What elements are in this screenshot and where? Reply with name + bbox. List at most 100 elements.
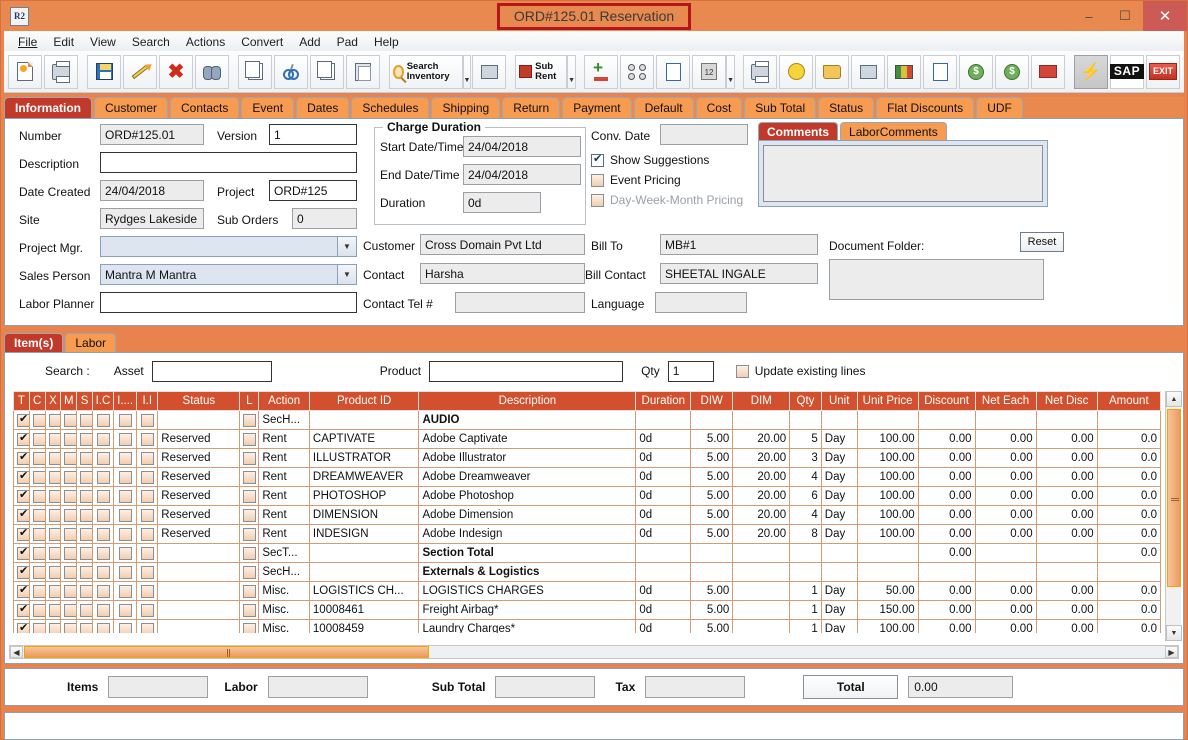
cell-unit[interactable]: Day bbox=[820, 486, 858, 506]
row-select-checkbox-cell[interactable] bbox=[13, 505, 30, 525]
l-checkbox[interactable] bbox=[243, 603, 257, 617]
row-flag-checkbox[interactable] bbox=[32, 489, 45, 503]
cell-product-id[interactable]: CAPTIVATE bbox=[308, 429, 420, 449]
cell-dim[interactable] bbox=[732, 543, 791, 563]
cell-dim[interactable]: 20.00 bbox=[732, 486, 791, 506]
row-flag-checkbox-cell[interactable] bbox=[60, 581, 78, 601]
cell-diw[interactable]: 5.00 bbox=[690, 505, 734, 525]
row-flag-checkbox[interactable] bbox=[96, 451, 110, 465]
edit-button[interactable] bbox=[123, 54, 157, 89]
cell-qty[interactable]: 4 bbox=[789, 505, 822, 525]
col-product-id[interactable]: Product ID bbox=[308, 391, 420, 411]
row-flag-checkbox-cell[interactable] bbox=[60, 448, 78, 468]
shapes-button[interactable] bbox=[472, 54, 507, 89]
cell-net-disc[interactable]: 0.00 bbox=[1035, 486, 1098, 506]
sales-person-field[interactable]: Mantra M Mantra bbox=[100, 264, 338, 285]
row-flag-checkbox-cell[interactable] bbox=[136, 543, 159, 563]
cell-product-id[interactable]: DIMENSION bbox=[308, 505, 420, 525]
row-flag-checkbox-cell[interactable] bbox=[60, 505, 78, 525]
row-flag-checkbox-cell[interactable] bbox=[76, 410, 93, 430]
row-flag-checkbox-cell[interactable] bbox=[60, 486, 78, 506]
start-date-field[interactable]: 24/04/2018 bbox=[463, 136, 581, 157]
cell-amount[interactable]: 0.0 bbox=[1096, 467, 1161, 487]
tab-status[interactable]: Status bbox=[818, 97, 875, 118]
row-flag-checkbox[interactable] bbox=[96, 546, 110, 560]
payment-button[interactable]: $ bbox=[995, 54, 1029, 89]
row-flag-checkbox[interactable] bbox=[80, 527, 92, 541]
calendar-dropdown-arrow[interactable]: ▼ bbox=[726, 54, 735, 89]
cell-net-each[interactable] bbox=[974, 562, 1037, 582]
search-inventory-button[interactable]: Search Inventory bbox=[389, 54, 463, 89]
row-flag-checkbox[interactable] bbox=[48, 413, 60, 427]
cell-net-each[interactable]: 0.00 bbox=[974, 619, 1037, 633]
scroll-down-button[interactable]: ▼ bbox=[1166, 625, 1182, 641]
row-flag-checkbox[interactable] bbox=[32, 432, 45, 446]
cell-diw[interactable]: 5.00 bbox=[690, 467, 734, 487]
row-flag-checkbox-cell[interactable] bbox=[60, 600, 78, 620]
cell-duration[interactable]: 0d bbox=[635, 467, 692, 487]
cell-dim[interactable] bbox=[732, 562, 791, 582]
sales-person-dropdown-arrow[interactable]: ▼ bbox=[338, 264, 357, 285]
row-flag-checkbox-cell[interactable] bbox=[113, 600, 138, 620]
labor-total-field[interactable] bbox=[267, 676, 368, 698]
cell-duration[interactable] bbox=[635, 543, 692, 563]
cell-unit-price[interactable] bbox=[856, 562, 919, 582]
row-flag-checkbox[interactable] bbox=[140, 432, 154, 446]
row-flag-checkbox[interactable] bbox=[64, 451, 76, 465]
cell-amount[interactable]: 0.0 bbox=[1096, 543, 1161, 563]
row-flag-checkbox-cell[interactable] bbox=[44, 448, 62, 468]
tab-comments[interactable]: Comments bbox=[758, 122, 839, 140]
l-checkbox[interactable] bbox=[243, 451, 257, 465]
tab-payment[interactable]: Payment bbox=[562, 97, 632, 118]
cell-duration[interactable] bbox=[635, 410, 692, 430]
cell-discount[interactable] bbox=[917, 562, 976, 582]
cell-l-checkbox[interactable] bbox=[239, 429, 260, 449]
row-select-checkbox-cell[interactable] bbox=[13, 581, 30, 601]
col-discount[interactable]: Discount bbox=[917, 391, 976, 411]
cell-net-each[interactable]: 0.00 bbox=[974, 448, 1037, 468]
cell-diw[interactable]: 5.00 bbox=[690, 486, 734, 506]
cell-discount[interactable]: 0.00 bbox=[917, 543, 976, 563]
cell-qty[interactable] bbox=[789, 562, 822, 582]
row-flag-checkbox-cell[interactable] bbox=[113, 429, 138, 449]
row-flag-checkbox-cell[interactable] bbox=[113, 467, 138, 487]
tab-schedules[interactable]: Schedules bbox=[351, 97, 430, 118]
row-flag-checkbox-cell[interactable] bbox=[28, 429, 46, 449]
cell-duration[interactable]: 0d bbox=[635, 486, 692, 506]
reports-button[interactable] bbox=[743, 54, 777, 89]
row-flag-checkbox-cell[interactable] bbox=[113, 581, 138, 601]
table-row[interactable]: SecT... Section Total 0.00 0.0 bbox=[13, 543, 1161, 563]
cell-unit[interactable]: Day bbox=[820, 467, 858, 487]
row-flag-checkbox[interactable] bbox=[64, 527, 76, 541]
table-row[interactable]: Misc.LOGISTICS CH...LOGISTICS CHARGES0d5… bbox=[13, 581, 1161, 601]
cell-qty[interactable]: 4 bbox=[789, 467, 822, 487]
l-checkbox[interactable] bbox=[243, 432, 257, 446]
contact-tel-field[interactable] bbox=[455, 292, 585, 313]
row-flag-checkbox[interactable] bbox=[118, 622, 132, 633]
grid-hscroll-thumb[interactable] bbox=[24, 646, 429, 658]
col-dim[interactable]: DIM bbox=[732, 391, 791, 411]
cell-action[interactable]: Rent bbox=[258, 448, 310, 468]
row-flag-checkbox[interactable] bbox=[64, 413, 76, 427]
cell-description[interactable]: Adobe Indesign bbox=[418, 524, 637, 544]
row-flag-checkbox[interactable] bbox=[96, 508, 110, 522]
row-flag-checkbox-cell[interactable] bbox=[113, 410, 138, 430]
row-select-checkbox[interactable] bbox=[17, 621, 29, 633]
cell-l-checkbox[interactable] bbox=[239, 448, 260, 468]
row-flag-checkbox-cell[interactable] bbox=[136, 619, 159, 633]
cell-discount[interactable] bbox=[917, 410, 976, 430]
row-flag-checkbox-cell[interactable] bbox=[76, 448, 93, 468]
find-button[interactable] bbox=[195, 54, 229, 89]
cell-product-id[interactable] bbox=[308, 543, 420, 563]
row-flag-checkbox-cell[interactable] bbox=[76, 562, 93, 582]
row-flag-checkbox-cell[interactable] bbox=[44, 619, 62, 633]
cell-action[interactable]: Rent bbox=[258, 505, 310, 525]
tab-udf[interactable]: UDF bbox=[976, 97, 1023, 118]
cell-action[interactable]: Misc. bbox=[258, 619, 310, 633]
sub-rent-dropdown-arrow[interactable]: ▼ bbox=[567, 54, 577, 89]
row-flag-checkbox[interactable] bbox=[32, 470, 45, 484]
cell-diw[interactable]: 5.00 bbox=[690, 581, 734, 601]
row-flag-checkbox[interactable] bbox=[48, 584, 60, 598]
row-flag-checkbox[interactable] bbox=[140, 489, 154, 503]
tab-items[interactable]: Item(s) bbox=[4, 333, 64, 352]
